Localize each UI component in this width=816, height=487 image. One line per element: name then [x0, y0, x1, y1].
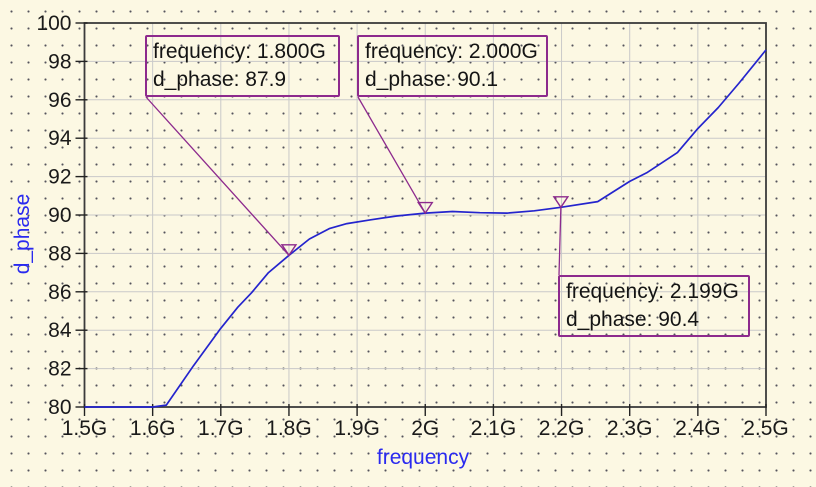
y-tick-label: 92	[48, 166, 71, 189]
marker-box-2.199G[interactable]: frequency: 2.199G d_phase: 90.4	[558, 275, 750, 337]
marker-phase-text: d_phase: 90.1	[365, 68, 499, 91]
x-tick-label: 1.8G	[266, 417, 312, 440]
x-tick-label: 1.6G	[130, 417, 176, 440]
x-tick-label: 1.5G	[62, 417, 108, 440]
marker-box-1.800G[interactable]: frequency: 1.800G d_phase: 87.9	[145, 35, 340, 97]
marker-triangle-2[interactable]	[552, 196, 570, 209]
marker-box-2.000G[interactable]: frequency: 2.000G d_phase: 90.1	[357, 35, 548, 97]
y-tick-label: 82	[48, 358, 71, 381]
y-tick-label: 94	[48, 127, 72, 150]
curve-d_phase[interactable]	[84, 49, 767, 408]
marker-frequency-text: frequency: 2.199G	[566, 280, 739, 303]
marker-connector-2	[558, 207, 562, 276]
marker-connector-1	[357, 96, 426, 214]
x-tick-label: 2.3G	[607, 417, 653, 440]
x-tick-label: 1.7G	[198, 417, 244, 440]
x-tick-label: 2.1G	[471, 417, 517, 440]
y-axis-title: d_phase	[11, 193, 34, 275]
marker-phase-text: d_phase: 90.4	[566, 308, 700, 331]
y-tick-label: 100	[36, 12, 71, 35]
marker-frequency-text: frequency: 1.800G	[153, 40, 326, 63]
y-tick-label: 90	[48, 204, 71, 227]
y-tick-label: 88	[48, 242, 71, 265]
y-tick-label: 80	[48, 396, 71, 419]
x-tick-label: 2.2G	[539, 417, 585, 440]
y-tick-label: 86	[48, 281, 71, 304]
marker-phase-text: d_phase: 87.9	[153, 68, 287, 91]
x-tick-label: 1.9G	[334, 417, 380, 440]
x-tick-label: 2.5G	[743, 417, 789, 440]
y-tick-label: 98	[48, 50, 71, 73]
y-tick-label: 96	[48, 89, 71, 112]
marker-triangle-1[interactable]	[416, 201, 434, 215]
marker-frequency-text: frequency: 2.000G	[365, 40, 538, 63]
x-axis-title: frequency	[376, 446, 470, 469]
x-tick-label: 2G	[411, 417, 439, 440]
marker-triangle-0[interactable]	[280, 244, 298, 257]
y-tick-label: 84	[48, 319, 72, 342]
marker-connector-0	[145, 96, 290, 256]
x-tick-label: 2.4G	[675, 417, 721, 440]
